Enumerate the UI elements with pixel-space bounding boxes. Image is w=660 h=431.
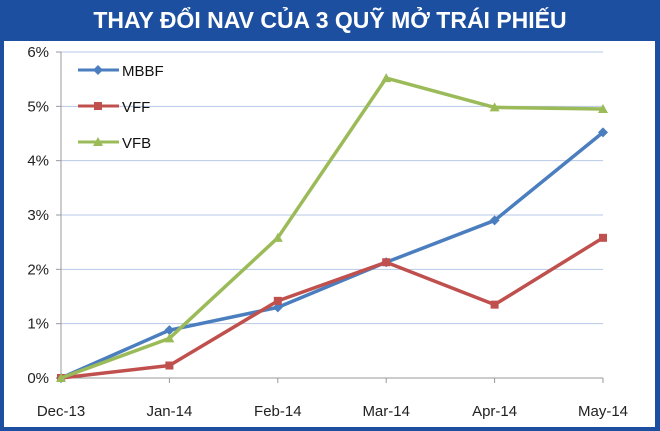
legend-label-vff: VFF xyxy=(122,99,150,116)
vff-marker-icon xyxy=(273,296,282,305)
vfb-marker-icon xyxy=(598,104,608,114)
x-tick-label: Jan-14 xyxy=(146,403,192,420)
chart-title: THAY ĐỔI NAV CỦA 3 QUỸ MỞ TRÁI PHIẾU xyxy=(93,6,567,33)
vff-marker-icon xyxy=(599,233,607,242)
x-tick-label: Dec-13 xyxy=(37,403,85,420)
legend-vff-marker-icon xyxy=(94,102,102,110)
vfb-marker-icon xyxy=(56,373,66,382)
y-tick-label: 5% xyxy=(27,98,49,115)
mbbf-marker-icon xyxy=(598,127,608,138)
vfb-marker-icon xyxy=(489,102,500,112)
x-tick-label: Apr-14 xyxy=(472,403,517,420)
vfb-marker-icon xyxy=(272,232,283,242)
vff-marker-icon xyxy=(165,361,174,370)
y-tick-label: 3% xyxy=(27,207,49,224)
series-line-mbbf xyxy=(60,131,605,380)
series-line-vfb xyxy=(60,76,604,380)
vfb-marker-icon xyxy=(381,73,392,83)
y-tick-label: 0% xyxy=(27,370,49,387)
legend-mbbf-marker-icon xyxy=(93,65,103,75)
y-tick-label: 4% xyxy=(27,153,49,170)
legend-label-mbbf: MBBF xyxy=(122,63,164,80)
y-tick-label: 6% xyxy=(27,44,49,61)
series-line-vff xyxy=(60,236,604,380)
x-tick-label: Mar-14 xyxy=(362,403,410,420)
vfb-marker-icon xyxy=(164,333,175,343)
vff-marker-icon xyxy=(490,300,499,309)
y-tick-label: 1% xyxy=(27,316,49,333)
mbbf-marker-icon xyxy=(272,302,283,313)
x-tick-label: Feb-14 xyxy=(254,403,302,420)
mbbf-marker-icon xyxy=(489,215,500,226)
x-tick-label: May-14 xyxy=(578,403,628,420)
y-tick-label: 2% xyxy=(27,261,49,278)
legend-vfb-marker-icon xyxy=(93,137,103,146)
vff-marker-icon xyxy=(382,258,391,267)
mbbf-marker-icon xyxy=(164,325,175,336)
legend-label-vfb: VFB xyxy=(122,135,151,152)
title-bar: THAY ĐỔI NAV CỦA 3 QUỸ MỞ TRÁI PHIẾU xyxy=(0,0,660,40)
